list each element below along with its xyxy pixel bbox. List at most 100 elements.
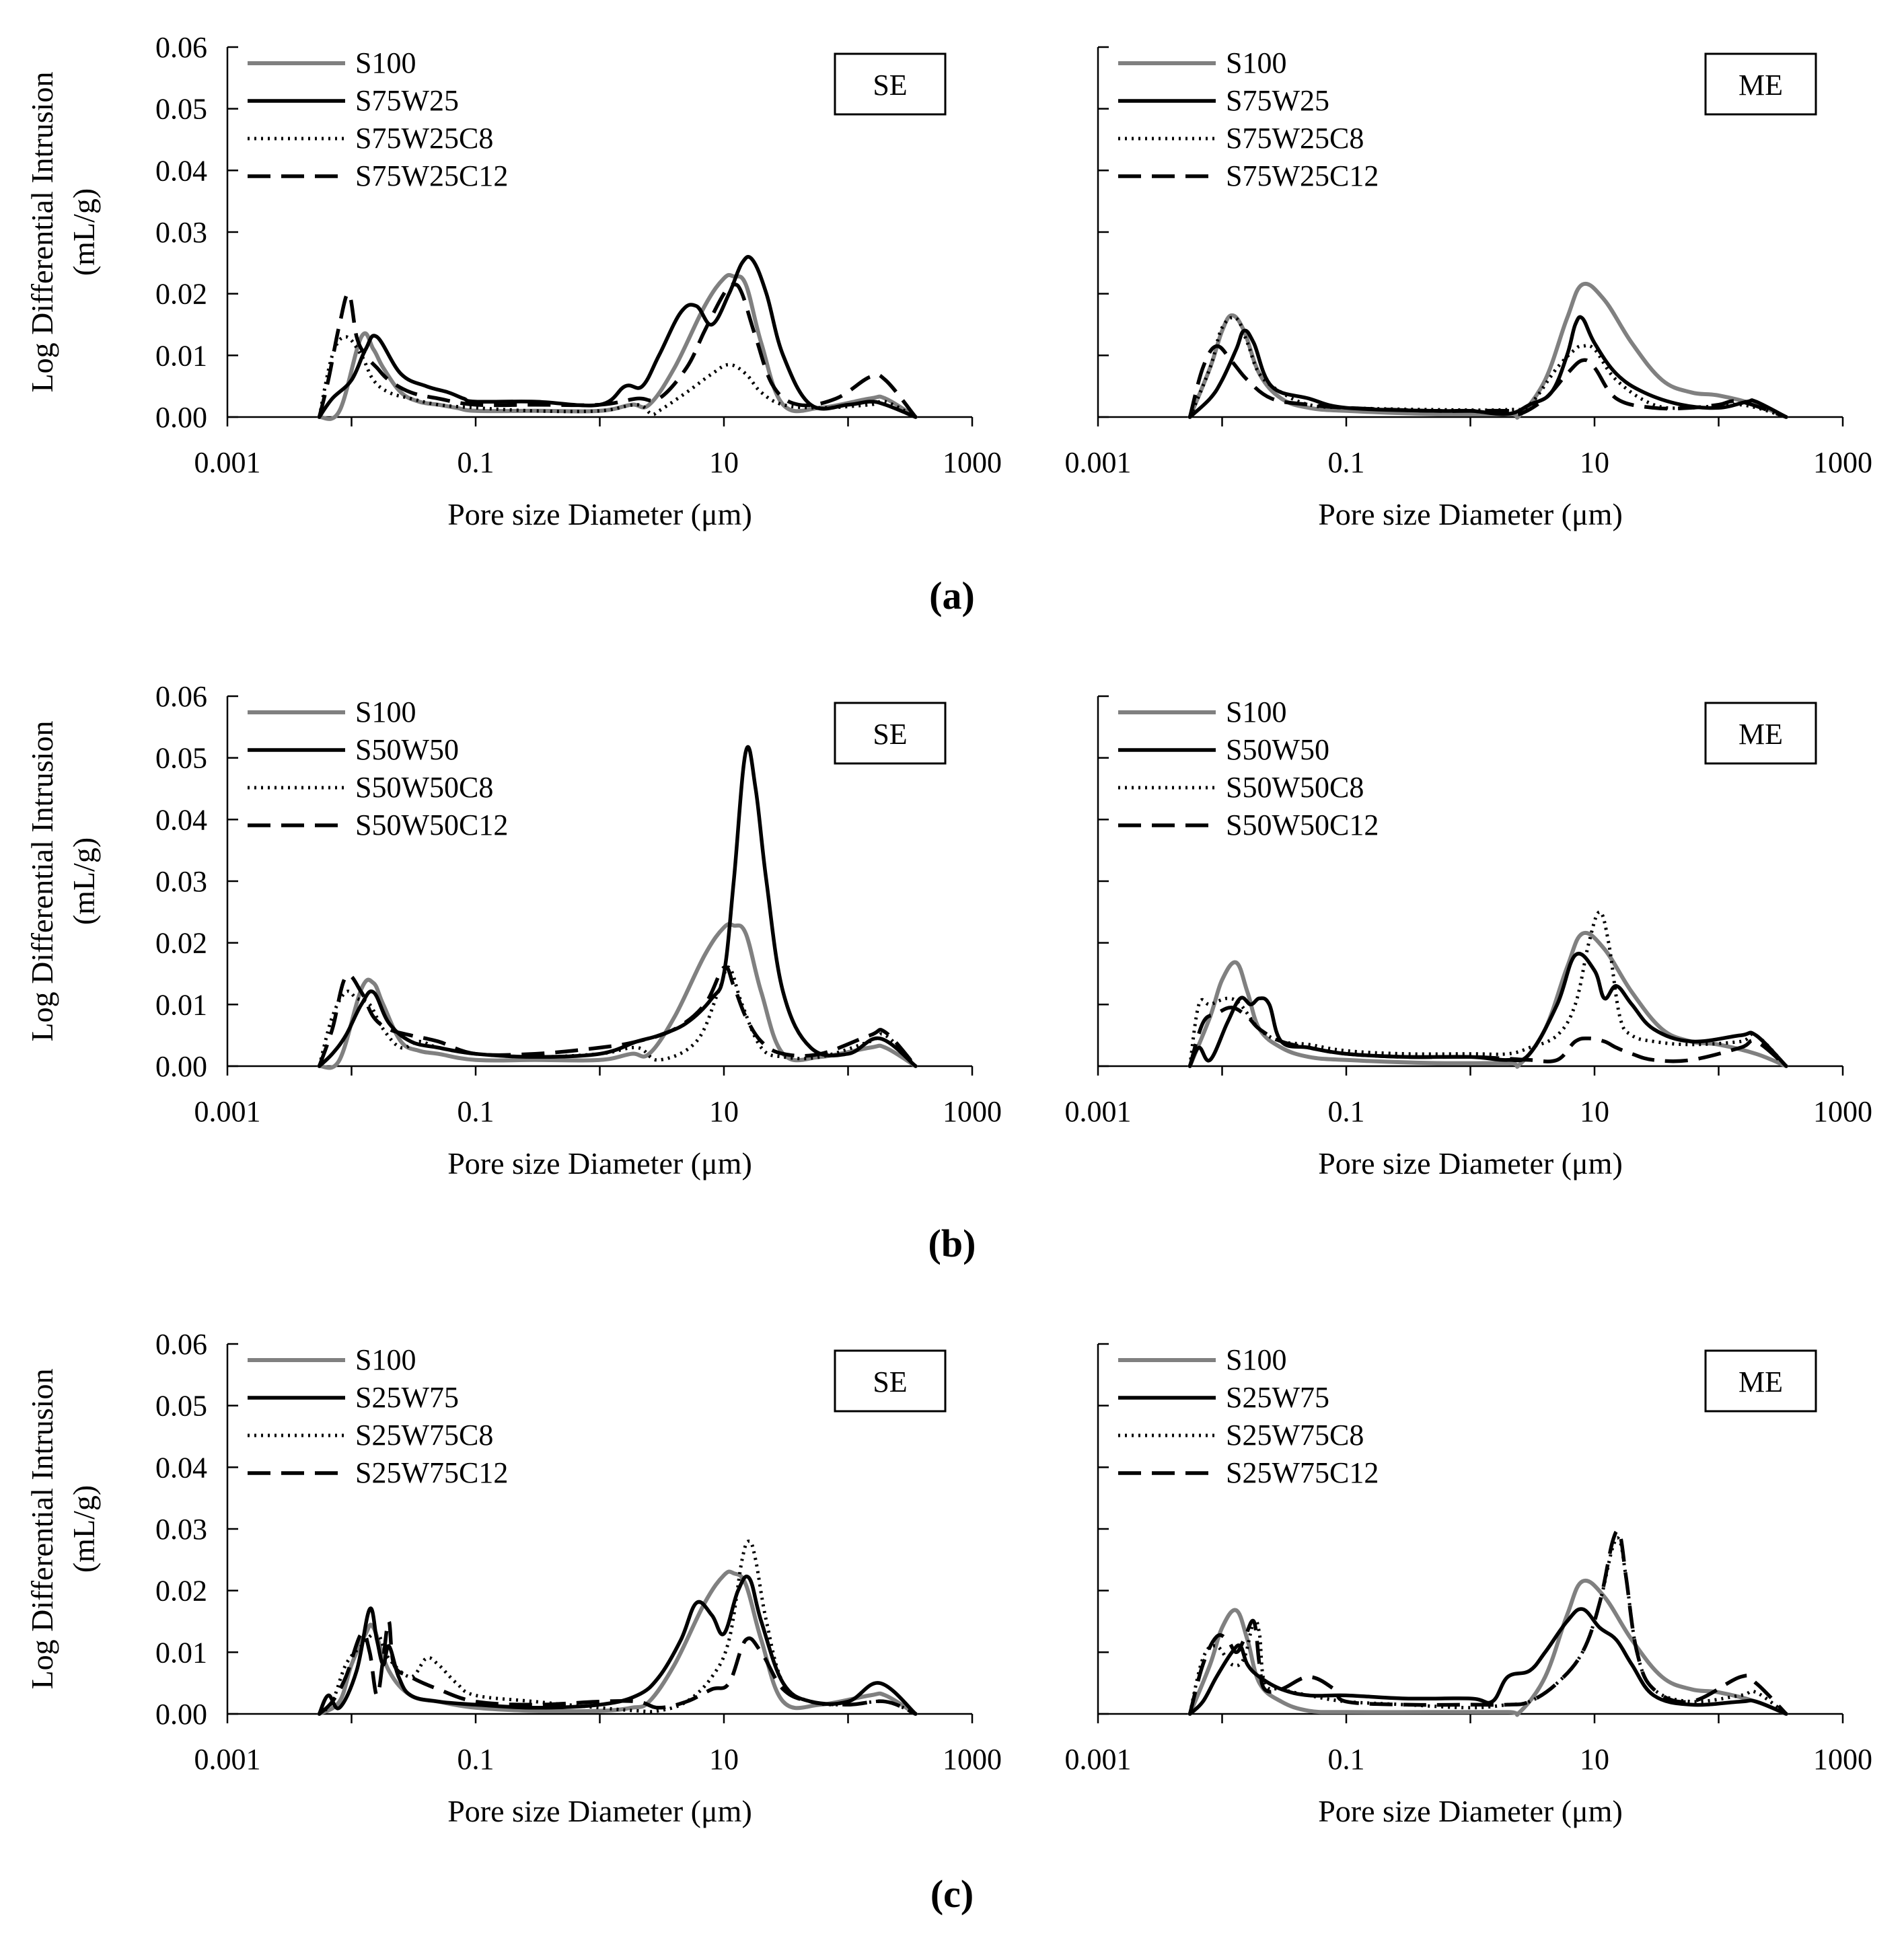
x-tick-label: 10 xyxy=(709,446,739,479)
x-tick-label: 10 xyxy=(1580,446,1609,479)
legend-label: S50W50C12 xyxy=(355,809,508,841)
box-label-frame xyxy=(834,1349,947,1413)
y-axis-label-line1: Log Differential Intrusion xyxy=(25,1369,59,1690)
box-label: ME xyxy=(1738,69,1783,102)
legend-label: S100 xyxy=(1226,46,1286,79)
y-tick-label: 0.01 xyxy=(155,339,207,372)
series-line-S25W75 xyxy=(317,1574,918,1716)
x-tick-label: 0.1 xyxy=(457,1743,495,1776)
series-line-S50W50C12 xyxy=(318,965,917,1067)
y-tick-label: 0.06 xyxy=(155,31,207,64)
x-tick-label: 10 xyxy=(1580,1743,1609,1776)
legend-label: S75W25 xyxy=(1226,84,1329,117)
y-tick-label: 0.02 xyxy=(155,927,207,960)
series-line-S50W50C12 xyxy=(1187,1006,1788,1068)
x-axis-label: Pore size Diameter (μm) xyxy=(1318,1794,1623,1828)
box-label-frame xyxy=(834,52,947,116)
x-tick-label: 1000 xyxy=(943,1095,1002,1128)
chart-a-ME: 0.001 0.1 10 1000 Pore size Diameter (μm) ME S… xyxy=(1065,46,1872,531)
legend-label: S25W75C12 xyxy=(1226,1456,1379,1489)
y-tick-label: 0.01 xyxy=(155,1636,207,1669)
chart-b-ME: 0.001 0.1 10 1000 Pore size Diameter (μm) ME S… xyxy=(1065,695,1872,1180)
x-tick-label: 1000 xyxy=(943,446,1002,479)
chart-c-SE: 0.00 0.01 0.02 0.03 0.04 0.05 0.06 0.001 0.1 10 10… xyxy=(25,1328,1002,1828)
box-label: SE xyxy=(873,718,907,751)
legend-label: S100 xyxy=(1226,1343,1286,1376)
y-tick-label: 0.00 xyxy=(155,1050,207,1083)
y-tick-label: 0.05 xyxy=(155,1390,207,1423)
series-line-S25W75 xyxy=(1187,1607,1788,1716)
chart-a-SE: 0.00 0.01 0.02 0.03 0.04 0.05 0.06 0.001 0.1 10 10… xyxy=(25,31,1002,531)
series-line-S25W75C12 xyxy=(318,1619,917,1716)
y-tick-label: 0.03 xyxy=(155,216,207,249)
chart-b-SE: 0.00 0.01 0.02 0.03 0.04 0.05 0.06 0.001 0.1 10 10… xyxy=(25,680,1002,1180)
x-tick-label: 1000 xyxy=(1813,1743,1872,1776)
legend-label: S75W25C8 xyxy=(1226,122,1364,155)
series-line-S75W25C8 xyxy=(1188,315,1787,419)
series-line-S75W25C12 xyxy=(1187,344,1787,419)
series-line-S25W75C8 xyxy=(318,1539,916,1716)
x-axis-label: Pore size Diameter (μm) xyxy=(447,1794,752,1828)
y-axis-label-line1: Log Differential Intrusion xyxy=(25,72,59,393)
legend-label: S50W50C12 xyxy=(1226,809,1379,841)
y-tick-label: 0.04 xyxy=(155,803,207,836)
legend-label: S100 xyxy=(355,696,416,728)
legend-label: S50W50C8 xyxy=(1226,771,1364,804)
y-tick-label: 0.06 xyxy=(155,1328,207,1361)
y-axis-label-line1: Log Differential Intrusion xyxy=(25,721,59,1042)
legend-label: S25W75C8 xyxy=(355,1419,493,1452)
legend-label: S25W75 xyxy=(355,1381,459,1414)
y-tick-label: 0.03 xyxy=(155,1513,207,1546)
series-line-S100 xyxy=(1187,281,1788,420)
legend-label: S100 xyxy=(355,46,416,79)
series-line-S100 xyxy=(1187,930,1788,1069)
box-label: SE xyxy=(873,1365,907,1398)
series-line-S75W25 xyxy=(317,255,918,419)
box-label-frame xyxy=(1704,52,1817,116)
series-line-S75W25C8 xyxy=(318,335,917,419)
legend-label: S25W75C8 xyxy=(1226,1419,1364,1452)
x-tick-label: 0.1 xyxy=(1328,1095,1365,1128)
y-axis-label-line2: (mL/g) xyxy=(67,837,101,925)
y-tick-label: 0.00 xyxy=(155,1698,207,1731)
y-tick-label: 0.02 xyxy=(155,278,207,311)
panel-label: (c) xyxy=(930,1872,974,1916)
legend-label: S100 xyxy=(1226,696,1286,728)
legend-label: S50W50 xyxy=(1226,733,1329,766)
box-label-frame xyxy=(834,702,947,765)
x-axis-label: Pore size Diameter (μm) xyxy=(1318,1146,1623,1180)
x-tick-label: 0.1 xyxy=(457,446,495,479)
legend-label: S75W25C12 xyxy=(1226,159,1379,192)
x-tick-label: 0.001 xyxy=(194,1095,261,1128)
legend-label: S50W50C8 xyxy=(355,771,493,804)
y-tick-label: 0.00 xyxy=(155,401,207,434)
chart-c-ME: 0.001 0.1 10 1000 Pore size Diameter (μm) ME S… xyxy=(1065,1343,1872,1828)
x-tick-label: 1000 xyxy=(1813,446,1872,479)
x-tick-label: 0.001 xyxy=(1065,446,1132,479)
legend-label: S75W25 xyxy=(355,84,459,117)
series-line-S75W25 xyxy=(1187,315,1788,419)
panel-label: (a) xyxy=(929,574,975,617)
x-axis-label: Pore size Diameter (μm) xyxy=(1318,497,1623,531)
legend-label: S100 xyxy=(355,1343,416,1376)
series-line-S50W50C8 xyxy=(1188,910,1788,1067)
legend-label: S25W75 xyxy=(1226,1381,1329,1414)
box-label-frame xyxy=(1704,1349,1817,1413)
x-axis-label: Pore size Diameter (μm) xyxy=(447,1146,752,1180)
x-tick-label: 0.001 xyxy=(194,446,261,479)
series-line-S100 xyxy=(317,272,918,421)
x-tick-label: 0.1 xyxy=(1328,1743,1365,1776)
series-line-S25W75C12 xyxy=(1187,1529,1788,1715)
x-tick-label: 10 xyxy=(709,1095,739,1128)
x-axis-label: Pore size Diameter (μm) xyxy=(447,497,752,531)
y-axis-label-line2: (mL/g) xyxy=(67,1485,101,1573)
y-axis-label-line2: (mL/g) xyxy=(67,188,101,276)
panel-label: (b) xyxy=(928,1222,976,1265)
box-label: ME xyxy=(1738,1365,1783,1398)
x-tick-label: 0.1 xyxy=(457,1095,495,1128)
x-tick-label: 1000 xyxy=(1813,1095,1872,1128)
y-tick-label: 0.02 xyxy=(155,1575,207,1608)
x-tick-label: 0.001 xyxy=(1065,1743,1132,1776)
x-tick-label: 10 xyxy=(1580,1095,1609,1128)
